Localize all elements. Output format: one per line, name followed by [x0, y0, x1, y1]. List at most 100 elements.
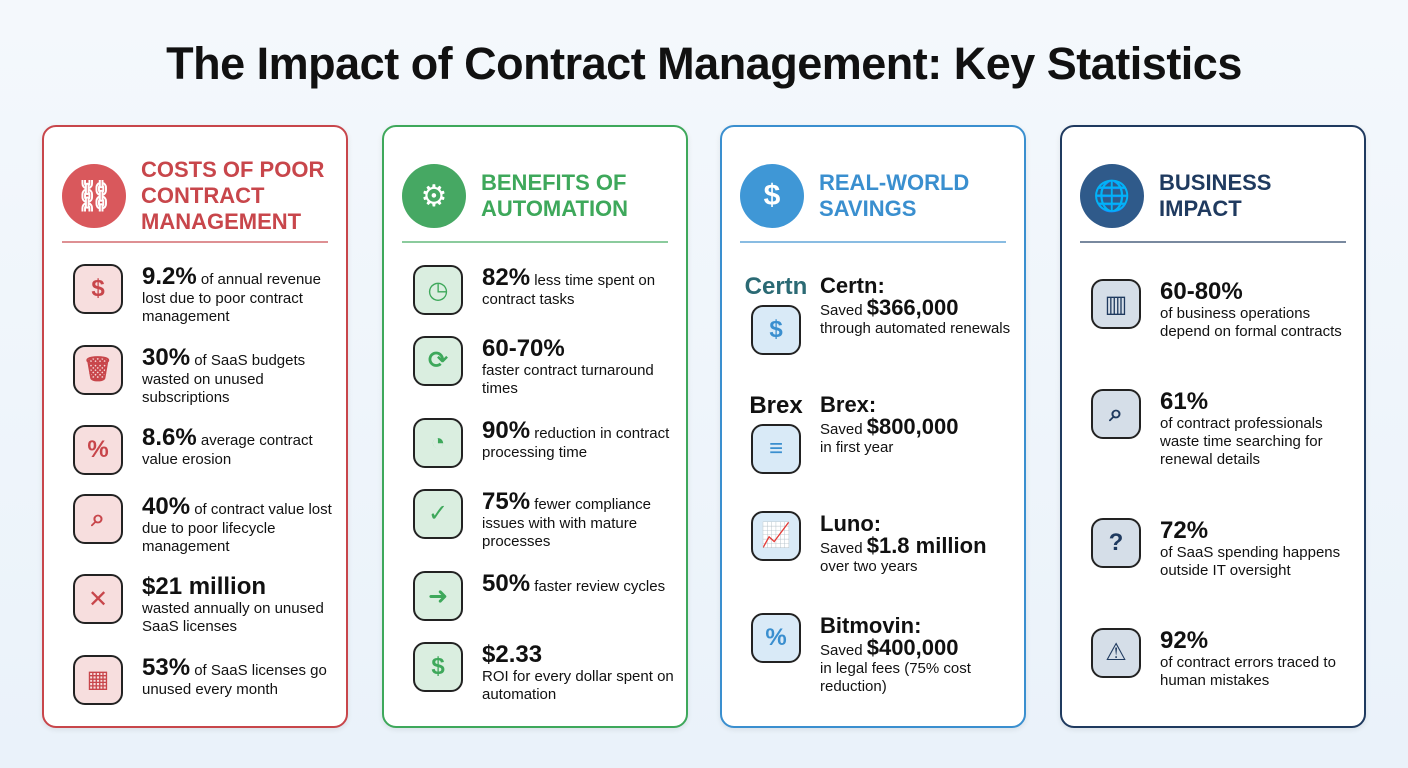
icon-wrap: ⚠	[1076, 627, 1156, 678]
icon-wrap: ?	[1076, 517, 1156, 568]
stat-text: 61% of contract professionals waste time …	[1160, 389, 1354, 469]
icon-wrap: ◔	[398, 418, 478, 469]
broken-shield-icon: %	[73, 425, 123, 476]
icon-wrap: ▦	[58, 654, 138, 705]
stat-description: fewer compliance issues with with mature…	[482, 495, 651, 550]
stat-list: Certn $ Certn: Saved $366,000 through automa…	[736, 255, 1014, 714]
stat-value: 8.6%	[142, 424, 197, 452]
refresh-icon: ⟳	[413, 335, 463, 386]
card-header: 🌐 Business Impact	[1080, 149, 1346, 243]
stat-description: of business operations depend on formal …	[1160, 305, 1342, 341]
stat-item: % Bitmovin: Saved $400,000 in legal fees (7…	[736, 612, 1014, 696]
stat-description: less time spent on contract tasks	[482, 272, 656, 309]
stat-value: $2.33	[482, 640, 543, 668]
saved-amount: $400,000	[866, 634, 959, 660]
stat-text: 82% less time spent on contract tasks	[482, 265, 676, 309]
stat-description: wasted annually on unused SaaS licenses	[142, 600, 324, 636]
card-heading-line: Real-World	[819, 170, 970, 195]
stat-list: ▥ 60-80% of business operations depend on …	[1076, 255, 1354, 714]
card-heading: Costs of Poor Contract Management	[141, 157, 324, 235]
head-warning-icon: ⚠	[1091, 627, 1141, 678]
stat-item: ◷ 82% less time spent on contract tasks	[398, 265, 676, 316]
stat-item: 📈 Luno: Saved $1.8 million over two years	[736, 510, 1014, 576]
stat-item: ▦ 53% of SaaS licenses go unused every mo…	[58, 653, 336, 705]
stat-value: 82%	[482, 264, 531, 292]
money-bag-icon: $	[751, 305, 801, 356]
company-name: Brex:	[820, 392, 877, 418]
stat-text: Bitmovin: Saved $400,000 in legal fees (75…	[820, 613, 1014, 696]
stat-text: 40% of contract value lost due to poor l…	[142, 493, 336, 556]
stat-description: of contract errors traced to human mista…	[1160, 653, 1336, 689]
stat-item: 🗑 30% of SaaS budgets wasted on unused su…	[58, 344, 336, 407]
stat-list: $9.2% of annual revenue lost due to poor…	[58, 255, 336, 714]
stat-description: in first year	[820, 439, 894, 457]
stat-description: reduction in contract processing time	[482, 425, 670, 462]
icon-wrap: 🗑	[58, 344, 138, 395]
stat-text: 60-70% faster contract turnaround times	[482, 335, 676, 398]
icon-wrap: ✓	[398, 488, 478, 539]
money-exchange-icon: $	[413, 641, 463, 692]
stat-description: of contract value lost due to poor lifec…	[142, 500, 332, 555]
stat-item: ⌕ 40% of contract value lost due to poor …	[58, 493, 336, 556]
stat-description: faster review cycles	[534, 578, 666, 596]
icon-wrap: $	[398, 641, 478, 692]
stat-item: $ $2.33 ROI for every dollar spent on auto…	[398, 640, 676, 704]
icon-wrap: 📈	[736, 510, 816, 561]
stat-description: of SaaS budgets wasted on unused subscri…	[142, 351, 306, 406]
stat-value: 75%	[482, 487, 531, 515]
icon-wrap: Brex ≡	[736, 392, 816, 475]
stopwatch-icon: ◷	[413, 265, 463, 316]
stat-value: 72%	[1160, 516, 1209, 544]
company-name: Luno:	[820, 510, 882, 536]
stat-text: 72% of SaaS spending happens outside IT o…	[1160, 516, 1354, 580]
card-heading-line: Business	[1159, 170, 1272, 195]
divider	[62, 241, 328, 243]
stat-item: $9.2% of annual revenue lost due to poor…	[58, 264, 336, 326]
icon-wrap: ➜	[398, 571, 478, 622]
card-heading: Real-World Savings	[819, 170, 969, 222]
coins-icon: ≡	[751, 424, 801, 475]
stat-description: over two years	[820, 557, 918, 575]
shield-check-icon: ✓	[413, 488, 463, 539]
stat-description: ROI for every dollar spent on automation	[482, 667, 674, 703]
card-heading-line: Management	[141, 209, 302, 234]
stat-value: 90%	[482, 417, 531, 445]
card-header: $ Real-World Savings	[740, 149, 1006, 243]
stat-text: 8.6% average contract value erosion	[142, 425, 336, 469]
company-logo: Brex	[749, 392, 803, 420]
stat-text: $21 million wasted annually on unused Saa…	[142, 574, 336, 636]
piggy-bank-icon: $	[740, 164, 804, 228]
stat-text: 50% faster review cycles	[482, 571, 665, 597]
stat-description: average contract value erosion	[142, 432, 313, 469]
stat-value: 53%	[142, 653, 191, 681]
stat-item: ? 72% of SaaS spending happens outside IT …	[1076, 516, 1354, 580]
icon-wrap: $	[58, 264, 138, 315]
stat-card: ⚙ Benefits of Automation ◷ 82% less time spe…	[382, 125, 688, 728]
icon-wrap: ▥	[1076, 279, 1156, 330]
icon-wrap: ◷	[398, 265, 478, 316]
trash-saas-icon: 🗑	[73, 344, 123, 395]
stat-card: 🌐 Business Impact ▥ 60-80% of business operat…	[1060, 125, 1366, 728]
card-heading-line: Automation	[481, 196, 629, 221]
growth-chart-icon: 📈	[751, 510, 801, 561]
saved-amount: $800,000	[866, 414, 959, 440]
stat-description: of SaaS spending happens outside IT over…	[1160, 543, 1341, 579]
stat-item: ▥ 60-80% of business operations depend on …	[1076, 279, 1354, 341]
money-cancel-icon: ✕	[73, 574, 123, 625]
stat-card: ⛓ Costs of Poor Contract Management $9.2% of…	[42, 125, 348, 728]
stat-list: ◷ 82% less time spent on contract tasks ⟳ 6…	[398, 255, 676, 714]
stat-text: 53% of SaaS licenses go unused every mon…	[142, 653, 336, 699]
stat-description: of annual revenue lost due to poor contr…	[142, 271, 321, 326]
stat-text: 75% fewer compliance issues with with ma…	[482, 487, 676, 551]
card-heading-line: Savings	[819, 196, 917, 221]
icon-wrap: %	[58, 425, 138, 476]
card-heading: Benefits of Automation	[481, 170, 628, 222]
card-heading-line: Benefits of	[481, 170, 627, 195]
calendar-cancel-icon: ▦	[73, 654, 123, 705]
stat-value: $21 million	[142, 573, 267, 601]
stat-value: 92%	[1160, 626, 1209, 654]
stat-description: of contract professionals waste time sea…	[1160, 415, 1323, 469]
stat-description: faster contract turnaround times	[482, 361, 654, 397]
person-search-clock-icon: ⌕	[1091, 389, 1141, 440]
stat-item: ✕ $21 million wasted annually on unused Sa…	[58, 574, 336, 636]
